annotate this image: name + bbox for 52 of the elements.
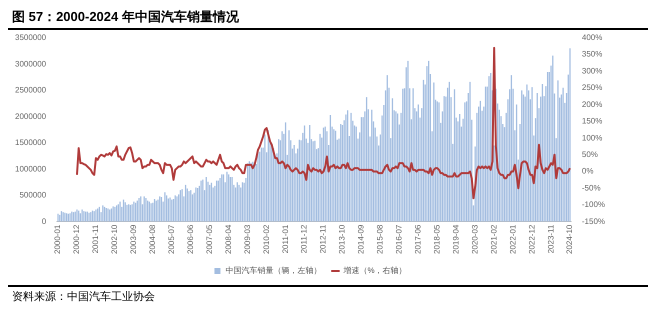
x-tick-label: 2022-01 xyxy=(508,224,518,254)
y2-tick-label: 200% xyxy=(582,100,602,109)
x-tick-label: 2016-07 xyxy=(394,224,404,254)
x-tick-label: 2010-02 xyxy=(262,224,271,254)
x-tick-label: 2018-05 xyxy=(432,224,442,254)
x-tick-label: 2001-11 xyxy=(91,224,100,254)
legend-label: 中国汽车销量（辆，左轴） xyxy=(225,266,322,276)
y2-tick-label: 50% xyxy=(582,150,598,159)
x-tick-label: 2007-05 xyxy=(204,224,214,254)
y2-tick-label: 400% xyxy=(582,33,602,42)
text: 资料来源：中国汽车工业协会 xyxy=(12,290,156,304)
x-tick-label: 2009-03 xyxy=(242,224,252,254)
x-tick-label: 2024-10 xyxy=(565,224,574,254)
x-tick-label: 2011-12 xyxy=(300,224,309,254)
x-tick-label: 2017-06 xyxy=(414,224,423,254)
y-tick-label: 2500000 xyxy=(14,86,47,95)
y-tick-label: 3000000 xyxy=(14,59,47,68)
y2-tick-label: -100% xyxy=(582,200,605,210)
x-tick-label: 2022-12 xyxy=(527,224,536,254)
x-tick-label: 2015-08 xyxy=(376,224,385,254)
x-tick-label: 2004-08 xyxy=(148,224,158,254)
y2-tick-label: 150% xyxy=(582,116,602,126)
y2-tick-label: 350% xyxy=(582,50,602,59)
x-tick-label: 2019-04 xyxy=(451,224,460,254)
y2-tick-label: 0% xyxy=(582,166,594,176)
y2-tick-label: -50% xyxy=(582,183,601,192)
x-tick-label: 2002-10 xyxy=(110,224,120,254)
y-tick-label: 1000000 xyxy=(14,164,47,174)
x-tick-label: 2021-02 xyxy=(489,224,498,254)
x-tick-label: 2011-01 xyxy=(280,224,290,254)
x-tick-label: 2014-09 xyxy=(356,224,366,254)
x-tick-label: 2023-11 xyxy=(546,224,556,254)
y-tick-label: 0 xyxy=(42,216,47,226)
x-tick-label: 2005-07 xyxy=(166,224,176,254)
x-tick-label: 2012-11 xyxy=(318,224,328,254)
x-tick-label: 2000-01 xyxy=(53,224,62,254)
y-tick-label: 2000000 xyxy=(14,112,47,121)
y2-tick-label: 300% xyxy=(582,66,602,76)
legend-label: 增速（%，右轴） xyxy=(342,266,407,276)
x-tick-label: 2003-09 xyxy=(129,224,138,254)
x-tick-label: 2008-04 xyxy=(224,224,233,254)
x-tick-label: 2020-03 xyxy=(470,224,480,254)
x-tick-label: 2006-06 xyxy=(186,224,195,254)
x-tick-label: 2013-10 xyxy=(338,224,347,254)
y-tick-label: 500000 xyxy=(19,190,47,200)
y-tick-label: 3500000 xyxy=(14,33,47,42)
y2-tick-label: 100% xyxy=(582,133,602,142)
y2-tick-label: -150% xyxy=(582,216,605,226)
y2-tick-label: 250% xyxy=(582,83,602,92)
y-tick-label: 1500000 xyxy=(14,138,47,148)
x-tick-label: 2000-12 xyxy=(72,224,82,254)
chart-title: 图 57：2000-2024 年中国汽车销量情况 xyxy=(8,8,648,30)
